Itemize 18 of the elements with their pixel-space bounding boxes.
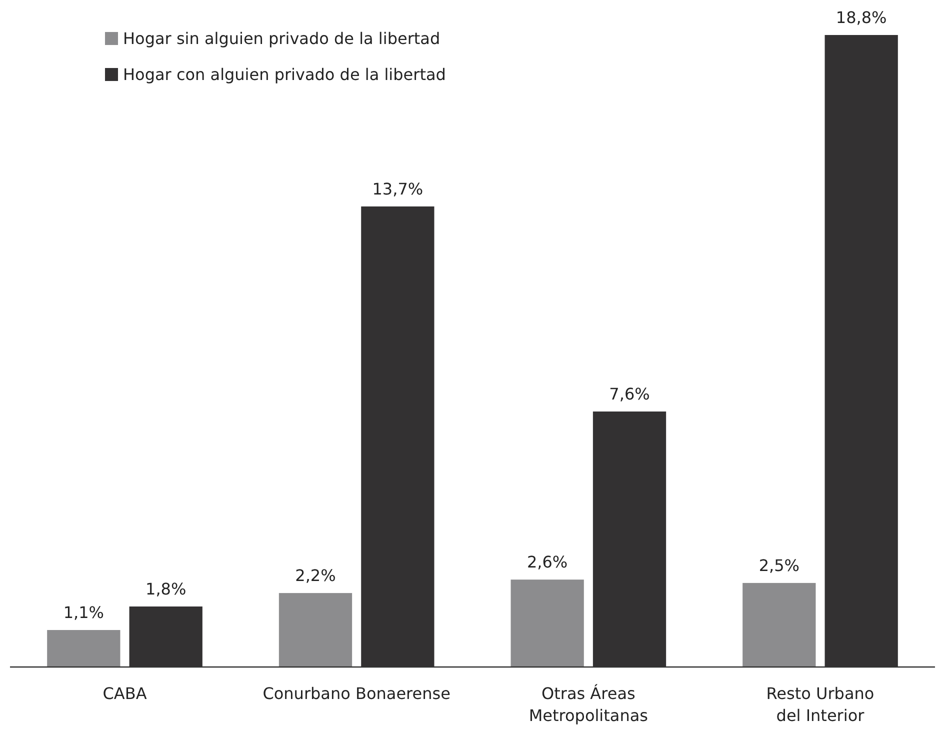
data-label: 2,6% <box>526 552 568 572</box>
data-label: 2,5% <box>758 556 800 575</box>
bar <box>278 593 352 667</box>
data-label: 13,7% <box>372 179 424 198</box>
x-tick-label: Conurbano Bonaerense <box>262 684 450 703</box>
data-label: 2,2% <box>295 566 336 586</box>
x-tick-label: CABA <box>102 684 147 703</box>
data-label: 1,1% <box>63 603 104 622</box>
legend-label: Hogar sin alguien privado de la libertad <box>123 29 440 48</box>
bar <box>47 630 120 667</box>
x-tick-label: Resto Urbano del Interior <box>766 684 874 725</box>
bar <box>510 580 584 667</box>
legend-label: Hogar con alguien privado de la libertad <box>123 65 446 84</box>
data-label: 7,6% <box>609 384 650 404</box>
x-tick-label: Otras Áreas Metropolitanas <box>528 684 648 725</box>
data-label: 18,8% <box>836 8 887 27</box>
bar <box>742 582 816 667</box>
data-label: 1,8% <box>146 579 186 598</box>
